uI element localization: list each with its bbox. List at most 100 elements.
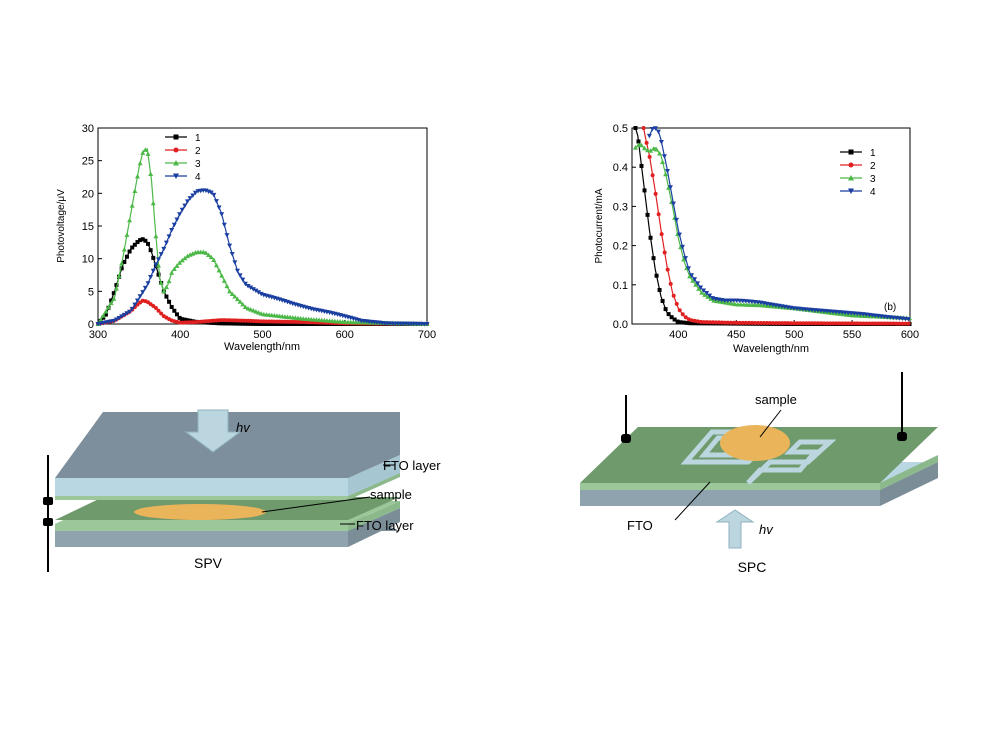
- chart-a-series-4-point: [219, 212, 225, 217]
- chart-a-series-3-point: [121, 247, 127, 252]
- chart-b-series-2-point: [644, 140, 649, 145]
- chart-b-series-3-point: [660, 159, 666, 165]
- chart-a-series-3-point: [148, 171, 154, 176]
- chart-b-series-2-point: [641, 126, 646, 130]
- spv-caption: SPV: [194, 555, 223, 571]
- chart-a-series-4-point: [221, 222, 227, 228]
- chart-a-series-4-point: [111, 318, 117, 324]
- chart-a-series-4-point: [208, 190, 214, 196]
- chart-b-legend-marker: [848, 162, 854, 168]
- chart-b-ytick-label: 0.1: [613, 280, 628, 292]
- chart-a-series-4-point: [248, 285, 254, 291]
- chart-a-series-1-point: [274, 322, 279, 326]
- chart-a-series-4-point: [145, 281, 151, 286]
- chart-a-series-1-point: [219, 321, 224, 326]
- chart-a-series-3-point: [106, 304, 112, 310]
- chart-b-series-4-point: [698, 285, 704, 290]
- chart-a-legend-label: 3: [195, 159, 201, 170]
- chart-a-series-4-point: [124, 311, 130, 316]
- chart-b-series-2-point: [728, 320, 733, 325]
- spc-fto-side: [880, 455, 938, 490]
- chart-b-series-2-point: [864, 321, 869, 326]
- chart-a-series-1-point: [235, 321, 240, 326]
- chart-a-series-1-point: [177, 315, 182, 320]
- chart-b-series-2-point: [819, 321, 824, 326]
- spv-bottom-fto-side: [348, 501, 400, 531]
- chart-b-series-1-point: [672, 317, 677, 322]
- spv-top-fto-side: [348, 473, 400, 500]
- chart-a-series-1-point: [169, 305, 174, 310]
- chart-b-series-2-point: [780, 321, 785, 326]
- chart-a-series-4-point: [116, 315, 122, 321]
- chart-a-series-3-point: [134, 173, 140, 179]
- chart-a-series-3-point: [116, 273, 122, 278]
- chart-a-series-4-point: [229, 251, 235, 257]
- chart-a-series-1-point: [132, 242, 137, 247]
- chart-b-series-3-point: [771, 304, 777, 309]
- chart-b-series-2-point: [698, 319, 703, 324]
- chart-b-series-3-point: [632, 145, 638, 150]
- chart-b-series-2-point: [840, 321, 845, 326]
- chart-b-series-2-point: [683, 315, 688, 320]
- chart-b-series-2-point: [692, 318, 697, 323]
- chart-b-ticks: 400 450 500 550 600 0.0 0.1 0.2 0.3 0.4 0.5: [613, 123, 919, 341]
- chart-b-series-3-point: [651, 146, 657, 151]
- chart-a-series-4-point: [169, 228, 175, 233]
- chart-a-series-4-point: [150, 268, 156, 274]
- chart-a-series-1-point: [143, 238, 148, 243]
- chart-a-series-3-point: [232, 294, 238, 299]
- chart-a-series-4-point: [192, 190, 198, 196]
- chart-b-series-1-point: [687, 321, 692, 326]
- chart-a-ylabel: Photovoltage/μV: [56, 189, 67, 263]
- chart-b-series-2-point: [903, 321, 908, 326]
- chart-b-series-2-point: [707, 320, 712, 325]
- chart-a-series-3-point: [245, 305, 251, 311]
- chart-b-series-2-point: [816, 321, 821, 326]
- chart-a-series-4-point: [132, 302, 138, 308]
- chart-b-series-1-point: [654, 273, 659, 278]
- chart-b-series-3-point: [645, 147, 651, 153]
- chart-b-series-1-point: [678, 320, 683, 325]
- chart-a-legend-marker: [173, 173, 179, 179]
- chart-a-series-1-point: [290, 322, 295, 326]
- chart-a-series-1-point: [256, 321, 261, 326]
- chart-a-series-4-point: [234, 268, 240, 274]
- chart-a-xtick-label: 600: [336, 329, 354, 341]
- chart-b-legend-marker: [848, 149, 854, 155]
- chart-b-legend-marker: [848, 175, 854, 181]
- chart-b-series-2-point: [722, 320, 727, 325]
- chart-b-series-4-point: [667, 185, 673, 190]
- chart-b-series-3-point: [834, 311, 840, 316]
- spc-fto-leader: [674, 481, 711, 521]
- chart-b-series-3-point: [657, 151, 663, 156]
- chart-a-series-1-point: [119, 266, 124, 271]
- chart-b-series-2-point: [650, 173, 655, 178]
- chart-b-series-2-point: [900, 321, 905, 326]
- chart-b-series-2-point: [680, 312, 685, 317]
- spv-light-label: hv: [236, 420, 251, 435]
- chart-a-series-4-point: [211, 192, 217, 198]
- spv-bottom-plate-side: [348, 508, 400, 547]
- chart-b-series-1-point: [642, 188, 647, 193]
- chart-a-series-4-point: [232, 260, 238, 265]
- chart-a-series-3-point: [182, 255, 188, 261]
- spv-bottom-fto-edge: [55, 524, 348, 531]
- chart-b-series-2-point: [719, 320, 724, 325]
- chart-a-legend-marker: [173, 147, 179, 153]
- chart-a-series-3-point: [216, 267, 222, 273]
- chart-a-series-1-point: [127, 249, 132, 254]
- chart-b-series-1-point: [648, 235, 653, 240]
- chart-a-series-3-point: [250, 308, 256, 313]
- chart-b-series-4-point: [680, 244, 686, 250]
- chart-a-series-1-point: [259, 321, 264, 326]
- chart-b-xtick-label: 400: [669, 329, 687, 341]
- chart-b-series-2-point: [668, 281, 673, 286]
- chart-b-series-2-point: [855, 321, 860, 326]
- chart-a-series-1-point: [214, 321, 219, 326]
- chart-b-series-2-point: [786, 321, 791, 326]
- chart-b-series-4-point: [649, 127, 655, 132]
- chart-a-series-1-point: [174, 312, 179, 317]
- chart-a-xtick-label: 400: [171, 329, 189, 341]
- spc-sample-leader: [759, 409, 782, 438]
